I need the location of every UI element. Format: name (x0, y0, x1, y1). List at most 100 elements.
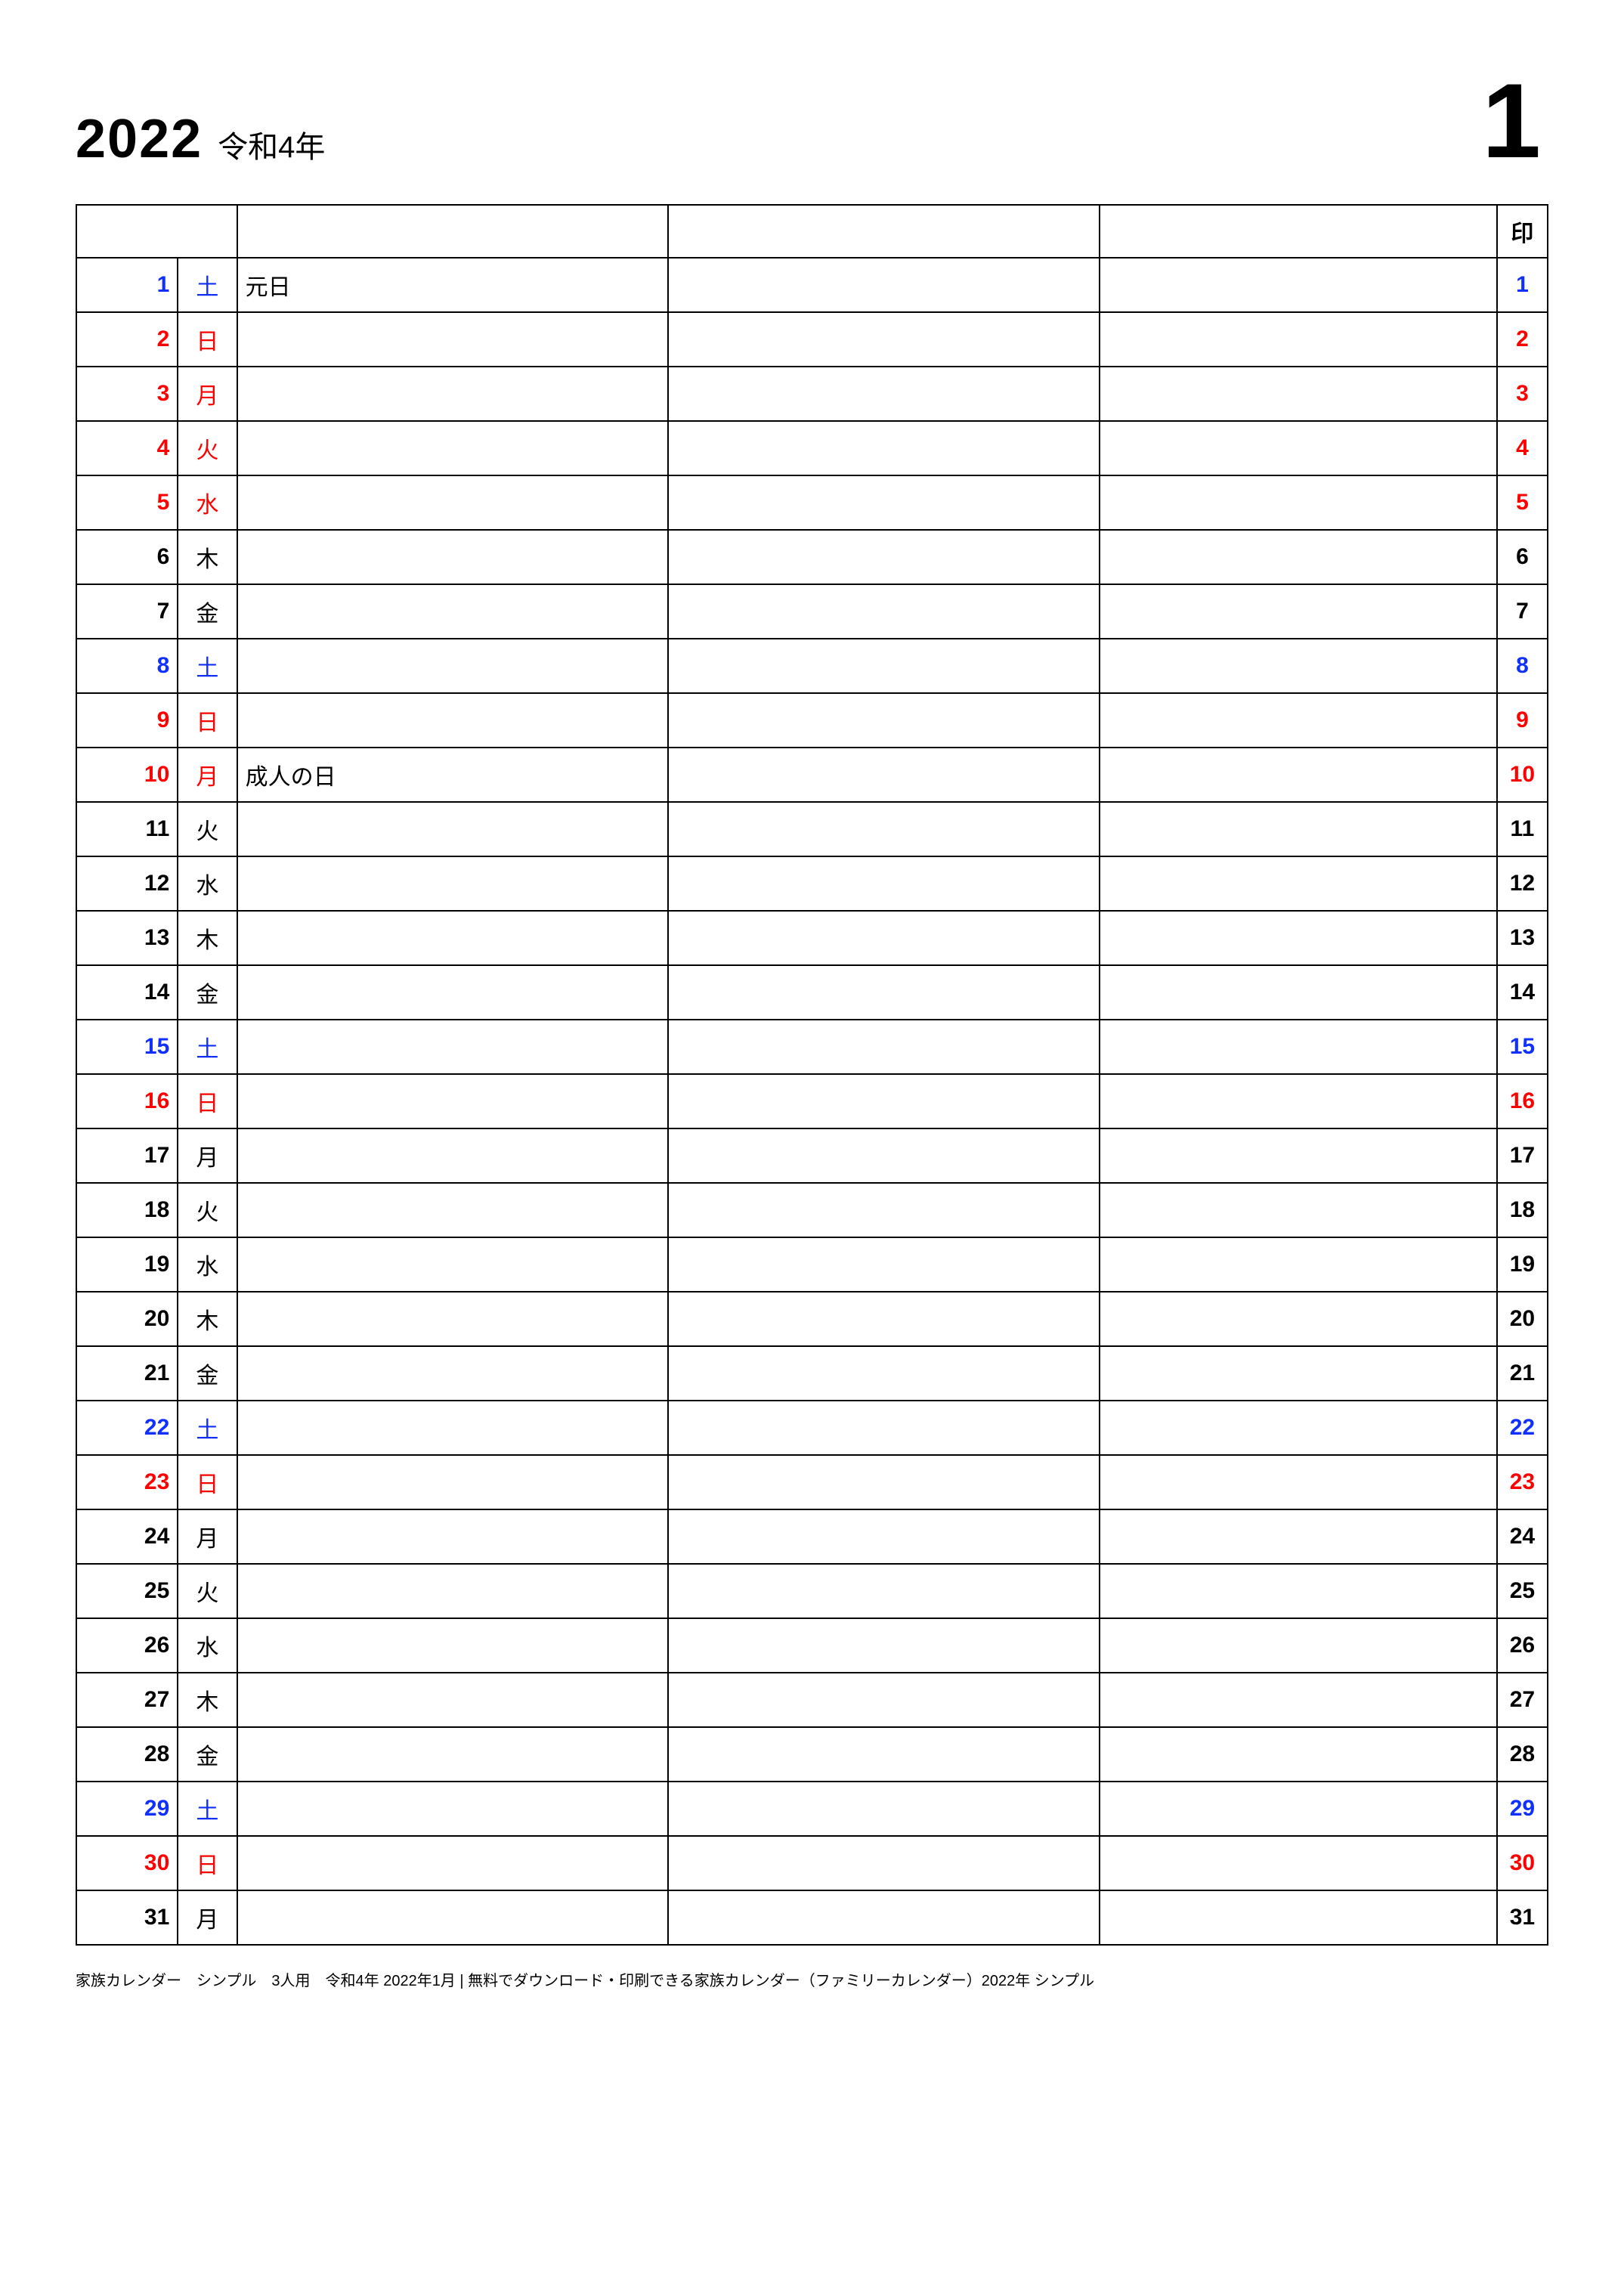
stamp-cell[interactable]: 3 (1497, 367, 1548, 421)
note-cell-2[interactable] (668, 1836, 1100, 1890)
note-cell-2[interactable] (668, 639, 1100, 693)
note-cell-2[interactable] (668, 693, 1100, 748)
stamp-cell[interactable]: 24 (1497, 1509, 1548, 1564)
note-cell-2[interactable] (668, 530, 1100, 584)
note-cell-3[interactable] (1100, 1183, 1497, 1237)
note-cell-1[interactable] (237, 1074, 669, 1128)
note-cell-1[interactable] (237, 421, 669, 475)
note-cell-2[interactable] (668, 258, 1100, 312)
stamp-cell[interactable]: 8 (1497, 639, 1548, 693)
col-person-1[interactable] (237, 205, 669, 258)
note-cell-1[interactable] (237, 1237, 669, 1292)
note-cell-2[interactable] (668, 475, 1100, 530)
stamp-cell[interactable]: 7 (1497, 584, 1548, 639)
note-cell-1[interactable] (237, 802, 669, 856)
note-cell-3[interactable] (1100, 1618, 1497, 1673)
note-cell-3[interactable] (1100, 1673, 1497, 1727)
note-cell-1[interactable] (237, 1836, 669, 1890)
note-cell-1[interactable] (237, 367, 669, 421)
stamp-cell[interactable]: 31 (1497, 1890, 1548, 1945)
note-cell-3[interactable] (1100, 1020, 1497, 1074)
col-person-2[interactable] (668, 205, 1100, 258)
note-cell-3[interactable] (1100, 856, 1497, 911)
note-cell-3[interactable] (1100, 312, 1497, 367)
stamp-cell[interactable]: 9 (1497, 693, 1548, 748)
note-cell-2[interactable] (668, 965, 1100, 1020)
note-cell-1[interactable] (237, 530, 669, 584)
note-cell-1[interactable] (237, 1455, 669, 1509)
stamp-cell[interactable]: 21 (1497, 1346, 1548, 1401)
note-cell-2[interactable] (668, 1401, 1100, 1455)
note-cell-3[interactable] (1100, 1401, 1497, 1455)
stamp-cell[interactable]: 27 (1497, 1673, 1548, 1727)
stamp-cell[interactable]: 15 (1497, 1020, 1548, 1074)
note-cell-3[interactable] (1100, 475, 1497, 530)
stamp-cell[interactable]: 4 (1497, 421, 1548, 475)
note-cell-1[interactable]: 成人の日 (237, 748, 669, 802)
stamp-cell[interactable]: 11 (1497, 802, 1548, 856)
stamp-cell[interactable]: 19 (1497, 1237, 1548, 1292)
note-cell-1[interactable] (237, 1564, 669, 1618)
note-cell-3[interactable] (1100, 1890, 1497, 1945)
note-cell-3[interactable] (1100, 693, 1497, 748)
note-cell-1[interactable] (237, 1509, 669, 1564)
note-cell-3[interactable] (1100, 1509, 1497, 1564)
note-cell-1[interactable] (237, 1128, 669, 1183)
note-cell-2[interactable] (668, 911, 1100, 965)
stamp-cell[interactable]: 28 (1497, 1727, 1548, 1782)
note-cell-1[interactable] (237, 965, 669, 1020)
stamp-cell[interactable]: 22 (1497, 1401, 1548, 1455)
note-cell-1[interactable] (237, 1020, 669, 1074)
note-cell-1[interactable] (237, 1890, 669, 1945)
note-cell-1[interactable] (237, 1782, 669, 1836)
note-cell-3[interactable] (1100, 1237, 1497, 1292)
note-cell-3[interactable] (1100, 584, 1497, 639)
note-cell-3[interactable] (1100, 530, 1497, 584)
col-person-3[interactable] (1100, 205, 1497, 258)
note-cell-3[interactable] (1100, 1292, 1497, 1346)
note-cell-1[interactable] (237, 1673, 669, 1727)
note-cell-1[interactable] (237, 639, 669, 693)
note-cell-1[interactable] (237, 312, 669, 367)
note-cell-3[interactable] (1100, 1564, 1497, 1618)
note-cell-3[interactable] (1100, 1074, 1497, 1128)
stamp-cell[interactable]: 16 (1497, 1074, 1548, 1128)
note-cell-2[interactable] (668, 1509, 1100, 1564)
stamp-cell[interactable]: 13 (1497, 911, 1548, 965)
note-cell-2[interactable] (668, 856, 1100, 911)
note-cell-2[interactable] (668, 421, 1100, 475)
note-cell-1[interactable] (237, 693, 669, 748)
note-cell-3[interactable] (1100, 1455, 1497, 1509)
note-cell-1[interactable] (237, 1401, 669, 1455)
note-cell-3[interactable] (1100, 1346, 1497, 1401)
stamp-cell[interactable]: 1 (1497, 258, 1548, 312)
note-cell-3[interactable] (1100, 1128, 1497, 1183)
note-cell-2[interactable] (668, 1074, 1100, 1128)
note-cell-2[interactable] (668, 748, 1100, 802)
note-cell-1[interactable]: 元日 (237, 258, 669, 312)
note-cell-2[interactable] (668, 1455, 1100, 1509)
stamp-cell[interactable]: 12 (1497, 856, 1548, 911)
note-cell-2[interactable] (668, 1237, 1100, 1292)
note-cell-2[interactable] (668, 1618, 1100, 1673)
note-cell-1[interactable] (237, 1346, 669, 1401)
note-cell-3[interactable] (1100, 748, 1497, 802)
note-cell-1[interactable] (237, 1618, 669, 1673)
stamp-cell[interactable]: 5 (1497, 475, 1548, 530)
stamp-cell[interactable]: 14 (1497, 965, 1548, 1020)
note-cell-2[interactable] (668, 367, 1100, 421)
note-cell-2[interactable] (668, 1564, 1100, 1618)
note-cell-2[interactable] (668, 584, 1100, 639)
note-cell-2[interactable] (668, 1673, 1100, 1727)
note-cell-3[interactable] (1100, 965, 1497, 1020)
note-cell-3[interactable] (1100, 639, 1497, 693)
stamp-cell[interactable]: 29 (1497, 1782, 1548, 1836)
note-cell-3[interactable] (1100, 1836, 1497, 1890)
note-cell-1[interactable] (237, 911, 669, 965)
note-cell-2[interactable] (668, 1292, 1100, 1346)
stamp-cell[interactable]: 10 (1497, 748, 1548, 802)
note-cell-3[interactable] (1100, 1727, 1497, 1782)
note-cell-2[interactable] (668, 1727, 1100, 1782)
stamp-cell[interactable]: 18 (1497, 1183, 1548, 1237)
note-cell-2[interactable] (668, 802, 1100, 856)
